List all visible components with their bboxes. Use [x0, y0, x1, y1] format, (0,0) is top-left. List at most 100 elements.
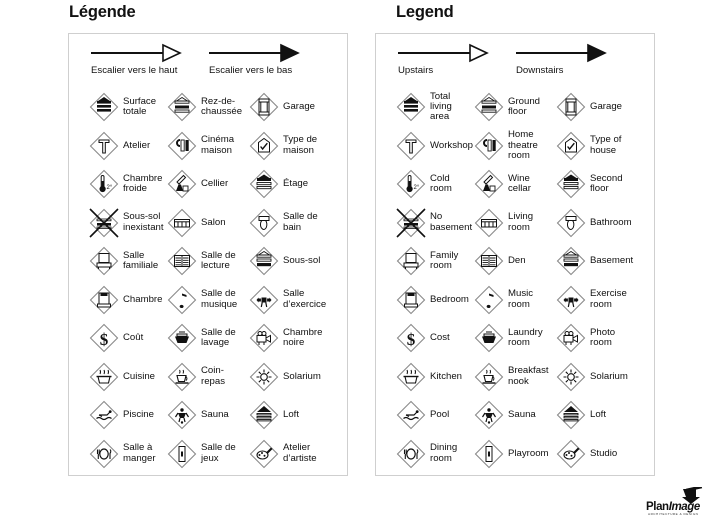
legend-item: 2° Chambre froide	[89, 165, 169, 204]
playroom-icon	[474, 439, 504, 469]
ground-floor-icon	[167, 92, 197, 122]
legend-item: Chambre	[89, 281, 169, 320]
legend-item: Studio	[556, 435, 640, 474]
legend-item-label: Salon	[201, 216, 226, 228]
stairs-up-entry: Escalier vers le haut	[89, 42, 217, 76]
playroom-icon	[167, 439, 197, 469]
logo-wordmark: PlanImage	[646, 501, 700, 513]
legend-item: Piscine	[89, 396, 169, 435]
kitchen-icon	[89, 362, 119, 392]
legend-item: Sous-sol inexistant	[89, 204, 169, 243]
dining-room-icon	[396, 439, 426, 469]
legend-item: Garage	[249, 88, 333, 127]
legend-item: Photo room	[556, 319, 640, 358]
legend-item-label: Salle de lecture	[201, 249, 236, 272]
legend-item-label: Garage	[590, 101, 622, 113]
svg-text:$: $	[407, 330, 416, 349]
legend-item: Type de maison	[249, 127, 333, 166]
arrow-down-stairs-solid-icon	[514, 42, 642, 64]
legend-item-label: Ground floor	[508, 95, 540, 118]
legend-item-label: Type of house	[590, 134, 622, 156]
legend-panel-english: Upstairs Downstairs Total living area Grou…	[375, 33, 655, 476]
legend-item-label: Studio	[590, 447, 618, 459]
laundry-room-icon	[474, 323, 504, 353]
home-theatre-icon	[167, 131, 197, 161]
legend-item-label: Pool	[430, 409, 450, 421]
legend-item: Wine cellar	[474, 165, 558, 204]
legend-item: Bathroom	[556, 204, 640, 243]
legend-item-label: Salle familiale	[123, 249, 159, 272]
legend-item: Cellier	[167, 165, 251, 204]
legend-item-label: Total living area	[430, 90, 452, 123]
legend-item-label: Atelier	[123, 139, 151, 151]
legend-item: Home theatre room	[474, 127, 558, 166]
legend-item: Cinéma maison	[167, 127, 251, 166]
legend-item-label: Surface totale	[123, 95, 157, 118]
stairs-up-entry: Upstairs	[396, 42, 524, 76]
legend-grid-french: Surface totale Rez-de- chaussée Garage Atel…	[69, 88, 347, 475]
basement-icon	[249, 246, 279, 276]
pool-icon	[89, 400, 119, 430]
stairs-label: Downstairs	[516, 65, 564, 76]
legend-item: Salle de lavage	[167, 319, 251, 358]
legend-item-label: Breakfast nook	[508, 365, 549, 387]
legend-item-label: Bathroom	[590, 216, 632, 228]
pool-icon	[396, 400, 426, 430]
legend-item-label: Sous-sol	[283, 255, 321, 267]
legend-item: Music room	[474, 281, 558, 320]
legend-item: Family room	[396, 242, 476, 281]
living-room-icon	[474, 208, 504, 238]
arrow-down-stairs-solid-icon	[207, 42, 335, 64]
legend-item-label: Laundry room	[508, 326, 543, 349]
stairs-down-entry: Escalier vers le bas	[207, 42, 335, 76]
legend-item-label: Salle de musique	[201, 288, 238, 310]
legend-panel-french: Escalier vers le haut Escalier vers le ba…	[68, 33, 348, 476]
cold-room-icon: 2°	[396, 169, 426, 199]
exercise-room-icon	[249, 285, 279, 315]
wine-cellar-icon	[167, 169, 197, 199]
breakfast-nook-icon	[474, 362, 504, 392]
legend-item-label: Salle d’exercice	[283, 288, 327, 310]
kitchen-icon	[396, 362, 426, 392]
legend-item-label: Cost	[430, 332, 450, 344]
type-of-house-icon	[556, 131, 586, 161]
legend-item: $ Cost	[396, 319, 476, 358]
wine-cellar-icon	[474, 169, 504, 199]
cost-icon: $	[89, 323, 119, 353]
legend-item-label: Chambre froide	[123, 172, 163, 195]
legend-item: Atelier	[89, 127, 169, 166]
svg-text:2°: 2°	[414, 185, 420, 191]
living-room-icon	[167, 208, 197, 238]
breakfast-nook-icon	[167, 362, 197, 392]
legend-item-label: Cinéma maison	[201, 134, 235, 156]
legend-item-label: Salle de jeux	[201, 442, 236, 464]
den-icon	[474, 246, 504, 276]
logo-image: Image	[668, 501, 701, 513]
family-room-icon	[89, 246, 119, 276]
no-basement-icon	[89, 208, 119, 238]
bedroom-icon	[89, 285, 119, 315]
legend-item-label: Loft	[590, 409, 607, 421]
legend-item-label: Wine cellar	[508, 172, 531, 195]
legend-item-label: Playroom	[508, 447, 549, 459]
no-basement-icon	[396, 208, 426, 238]
legend-item-label: Chambre	[123, 293, 163, 305]
bathroom-icon	[249, 208, 279, 238]
legend-item: Salle d’exercice	[249, 281, 333, 320]
basement-icon	[556, 246, 586, 276]
bathroom-icon	[556, 208, 586, 238]
legend-item: Salle de musique	[167, 281, 251, 320]
logo-tagline: ARCHITECTURE & DESIGN	[648, 512, 699, 516]
legend-item: Salon	[167, 204, 251, 243]
legend-item-label: Sauna	[201, 409, 229, 421]
legend-item: Surface totale	[89, 88, 169, 127]
legend-item-label: Sauna	[508, 409, 536, 421]
home-theatre-icon	[474, 131, 504, 161]
logo-plan: Plan	[646, 501, 669, 513]
stairs-label: Escalier vers le haut	[91, 65, 178, 76]
legend-item: Breakfast nook	[474, 358, 558, 397]
legend-item: Basement	[556, 242, 640, 281]
legend-item-label: Atelier d’artiste	[283, 442, 317, 464]
legend-item-label: Dining room	[430, 442, 458, 464]
legend-item-label: Home theatre room	[508, 129, 538, 161]
